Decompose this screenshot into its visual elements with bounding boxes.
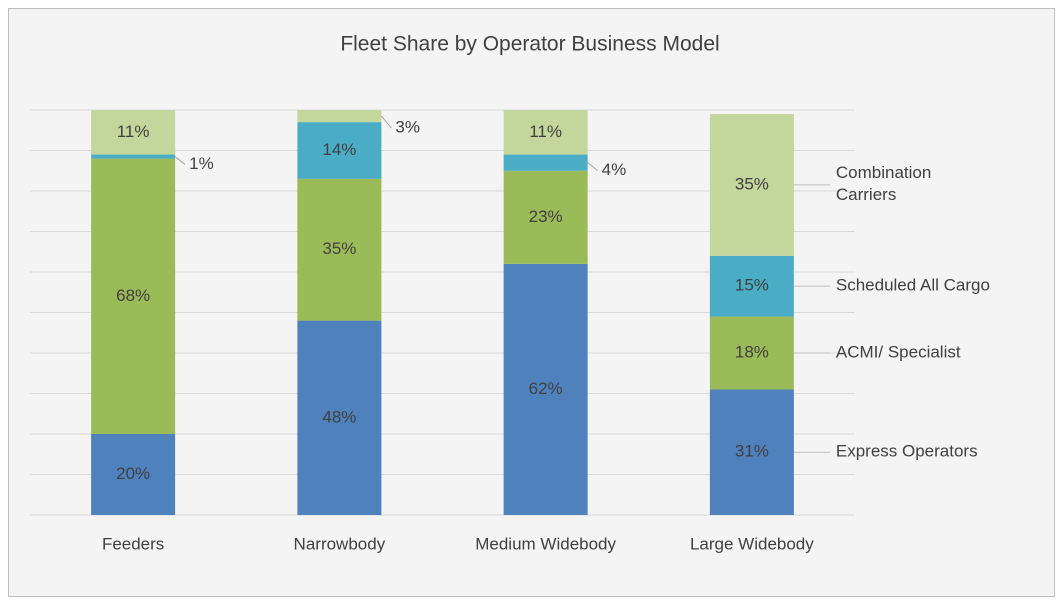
bar-segment [503,110,588,155]
bar-segment [709,255,794,317]
x-tick-label: Feeders [102,534,164,553]
x-tick-label: Large Widebody [690,534,814,553]
bar-segment [709,389,794,515]
legend-label: ACMI/ Specialist [836,342,961,361]
leader-line [174,156,186,165]
bar-segment [297,320,382,515]
data-label: 48% [322,407,356,426]
bar-segment [709,114,794,256]
data-label: 14% [322,140,356,159]
data-label: 35% [735,174,769,193]
chart-title: Fleet Share by Operator Business Model [340,33,719,56]
data-label: 11% [117,122,150,141]
data-label: 62% [529,379,563,398]
bar-segment [91,154,176,159]
bar-segment [297,122,382,179]
data-label: 3% [395,118,420,137]
data-label: 11% [529,122,562,141]
data-label: 15% [735,276,769,295]
x-tick-label: Narrowbody [294,534,386,553]
data-label: 18% [735,342,769,361]
leader-line [587,162,598,172]
bar-segment [503,263,588,515]
bar-segment [91,434,176,515]
bar-segment [709,316,794,390]
bar-segment [297,110,382,123]
bar-segment [503,154,588,171]
data-label: 1% [189,154,214,173]
legend-label: Combination Carriers [836,163,931,204]
legend-label: Scheduled All Cargo [836,276,990,295]
leader-line [380,115,392,129]
bar-segment [91,158,176,434]
data-label: 31% [735,442,769,461]
data-label: 4% [602,160,627,179]
data-label: 20% [116,464,150,483]
bar-segment [297,178,382,321]
data-label: 23% [529,207,563,226]
bar-segment [91,110,176,155]
bar-segment [503,170,588,264]
legend-label: Express Operators [836,442,978,461]
data-label: 68% [116,286,150,305]
x-tick-label: Medium Widebody [475,534,616,553]
data-label: 35% [322,239,356,258]
